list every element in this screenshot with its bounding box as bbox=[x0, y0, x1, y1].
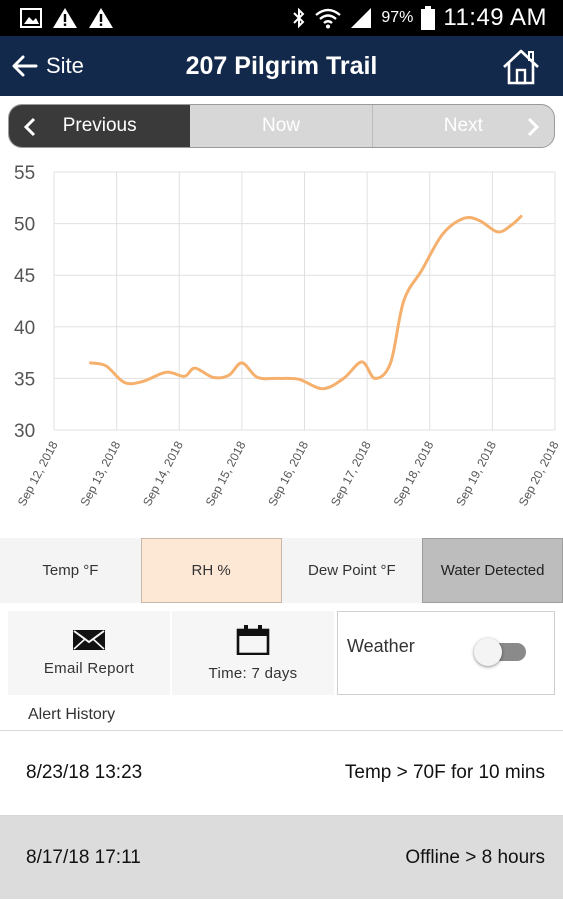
chart-grid bbox=[53, 171, 556, 431]
now-label: Now bbox=[261, 115, 300, 136]
alert-icon bbox=[53, 8, 77, 28]
battery-icon bbox=[421, 6, 436, 30]
image-icon bbox=[20, 8, 42, 28]
x-tick-label: Sep 16, 2018 bbox=[265, 439, 311, 509]
chevron-left-icon bbox=[23, 117, 36, 137]
status-time: 11:49 AM bbox=[443, 4, 547, 31]
y-tick-label: 35 bbox=[14, 369, 35, 390]
y-tick-label: 30 bbox=[14, 421, 35, 442]
page-title: 207 Pilgrim Trail bbox=[185, 52, 378, 80]
back-label: Site bbox=[46, 53, 84, 78]
alert-message: Offline > 8 hours bbox=[405, 846, 545, 868]
x-tick-label: Sep 15, 2018 bbox=[203, 439, 249, 509]
alert-time: 8/23/18 13:23 bbox=[26, 761, 143, 783]
x-axis-labels: Sep 12, 2018 Sep 13, 2018 Sep 14, 2018 Sep … bbox=[15, 439, 562, 509]
toggle-knob bbox=[474, 638, 502, 666]
period-nav: Previous Now Next bbox=[8, 104, 555, 148]
envelope-icon bbox=[73, 629, 105, 650]
alert-row[interactable]: 8/17/18 17:11 Offline > 8 hours bbox=[0, 815, 563, 899]
calendar-icon bbox=[236, 624, 270, 655]
x-tick-label: Sep 14, 2018 bbox=[140, 439, 186, 509]
tab-water-detected[interactable]: Water Detected bbox=[422, 538, 563, 603]
arrow-left-icon bbox=[12, 55, 38, 77]
tab-dew-point[interactable]: Dew Point °F bbox=[308, 562, 396, 579]
x-tick-label: Sep 13, 2018 bbox=[77, 439, 123, 509]
previous-label: Previous bbox=[62, 115, 137, 136]
y-tick-label: 45 bbox=[14, 266, 35, 287]
x-tick-label: Sep 20, 2018 bbox=[516, 439, 562, 509]
x-tick-label: Sep 17, 2018 bbox=[328, 439, 374, 509]
y-tick-label: 55 bbox=[14, 163, 35, 184]
email-report-button[interactable]: Email Report bbox=[8, 611, 170, 695]
x-tick-label: Sep 18, 2018 bbox=[391, 439, 437, 509]
x-tick-label: Sep 19, 2018 bbox=[453, 439, 499, 509]
home-button[interactable] bbox=[501, 48, 541, 86]
alert-time: 8/17/18 17:11 bbox=[26, 846, 141, 868]
rh-series-line bbox=[89, 214, 523, 391]
alert-icon bbox=[89, 8, 113, 28]
home-icon bbox=[503, 49, 539, 85]
alert-history-heading: Alert History bbox=[28, 706, 116, 723]
chart-series bbox=[89, 214, 523, 391]
alert-message: Temp > 70F for 10 mins bbox=[344, 761, 545, 783]
status-bar: 97% 11:49 AM bbox=[0, 0, 563, 36]
weather-label: Weather bbox=[347, 636, 415, 656]
y-tick-label: 50 bbox=[14, 215, 35, 236]
status-left-icons bbox=[0, 7, 114, 29]
email-report-label: Email Report bbox=[43, 659, 135, 677]
metric-tabs: Temp °F RH % Dew Point °F Water Detected bbox=[0, 538, 563, 603]
chevron-right-icon bbox=[527, 117, 540, 137]
time-range-label: Time: 7 days bbox=[208, 664, 298, 682]
bluetooth-icon bbox=[293, 7, 305, 29]
next-label: Next bbox=[443, 115, 483, 136]
weather-toggle[interactable] bbox=[474, 638, 530, 666]
previous-button[interactable]: Previous bbox=[9, 105, 191, 147]
tab-rh[interactable]: RH % bbox=[140, 538, 282, 603]
status-right-icons: 97% 11:49 AM bbox=[291, 4, 563, 32]
battery-percent: 97% bbox=[381, 9, 414, 26]
y-axis-labels: 30 35 40 45 50 55 bbox=[14, 163, 35, 442]
back-button[interactable]: Site bbox=[12, 50, 84, 82]
x-tick-label: Sep 12, 2018 bbox=[15, 439, 61, 509]
alert-row[interactable]: 8/23/18 13:23 Temp > 70F for 10 mins bbox=[0, 730, 563, 814]
app-header: Site 207 Pilgrim Trail bbox=[0, 36, 563, 96]
signal-icon bbox=[351, 8, 372, 28]
time-range-button[interactable]: Time: 7 days bbox=[172, 611, 334, 695]
y-tick-label: 40 bbox=[14, 318, 35, 339]
wifi-icon bbox=[315, 8, 342, 29]
weather-panel: Weather bbox=[337, 611, 555, 695]
now-button[interactable]: Now bbox=[190, 105, 373, 147]
next-button[interactable]: Next bbox=[373, 105, 554, 147]
tab-temp[interactable]: Temp °F bbox=[42, 562, 99, 579]
